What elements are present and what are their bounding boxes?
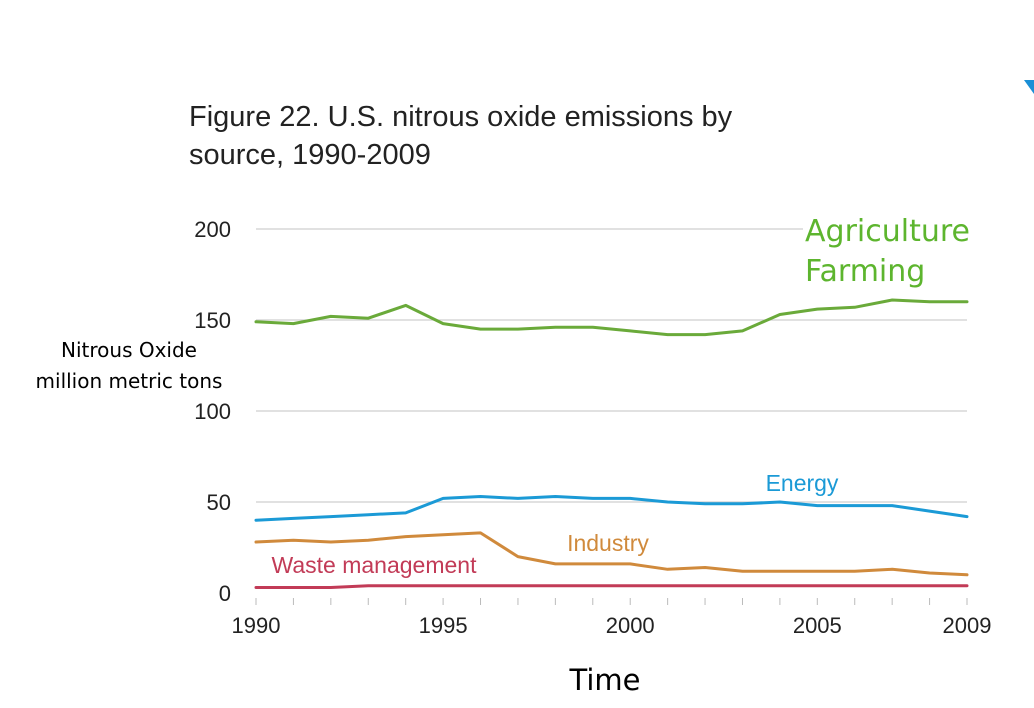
x-tick-label-2000: 2000 xyxy=(606,613,655,638)
y-tick-label-100: 100 xyxy=(194,399,231,424)
y-axis-label-line-1: Nitrous Oxide xyxy=(61,338,197,362)
x-tick-label-1995: 1995 xyxy=(419,613,468,638)
y-tick-label-50: 50 xyxy=(207,490,231,515)
series-line-agriculture xyxy=(254,298,969,337)
series-label-energy: Energy xyxy=(766,470,839,496)
y-tick-label-0: 0 xyxy=(219,581,231,606)
y-tick-label-150: 150 xyxy=(194,308,231,333)
y-tick-label-200: 200 xyxy=(194,217,231,242)
x-tick-label-1990: 1990 xyxy=(232,613,281,638)
x-axis: 1990 1995 2000 2005 2009 xyxy=(232,598,992,638)
gridlines xyxy=(256,228,967,503)
series-label-industry: Industry xyxy=(567,530,649,556)
chart-title-line-1: Figure 22. U.S. nitrous oxide emissions … xyxy=(189,101,733,133)
x-tick-label-2005: 2005 xyxy=(793,613,842,638)
series-labels: Energy Industry Waste management xyxy=(272,470,839,578)
series-label-waste-management: Waste management xyxy=(272,552,478,578)
x-tick-label-2009: 2009 xyxy=(943,613,992,638)
series-line-energy xyxy=(254,495,969,522)
corner-decoration-icon xyxy=(1024,80,1034,94)
series-label-agriculture-line-1: Agriculture xyxy=(805,214,970,249)
series-label-agriculture: Agriculture Farming xyxy=(803,212,970,292)
series-line-waste-management xyxy=(254,584,969,589)
series-label-agriculture-line-2: Farming xyxy=(805,254,926,289)
x-axis-label: Time xyxy=(569,663,641,697)
y-axis-label: Nitrous Oxide million metric tons xyxy=(14,335,244,397)
chart-title-line-2: source, 1990-2009 xyxy=(189,139,431,171)
chart-title: Figure 22. U.S. nitrous oxide emissions … xyxy=(189,98,829,174)
y-axis-label-line-2: million metric tons xyxy=(35,369,223,393)
series-lines xyxy=(254,298,969,589)
y-axis-ticks: 0 50 100 150 200 xyxy=(194,217,231,606)
series-line-industry xyxy=(254,531,969,577)
